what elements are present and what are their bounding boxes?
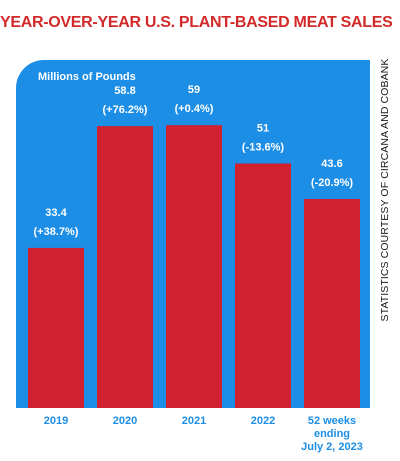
category-label-0: 2019 [44, 415, 68, 427]
bar-4 [304, 199, 360, 408]
bar-3 [235, 163, 291, 408]
category-label-4-line-0: 52 weeks [308, 415, 356, 427]
chart-title: YEAR-OVER-YEAR U.S. PLANT-BASED MEAT SAL… [0, 14, 393, 31]
change-label-4: (-20.9%) [311, 177, 354, 189]
bar-1 [97, 126, 153, 409]
change-label-3: (-13.6%) [242, 142, 285, 154]
value-label-1: 58.8 [114, 85, 135, 97]
change-label-1: (+76.2%) [103, 104, 148, 116]
y-axis-label: Millions of Pounds [38, 71, 136, 83]
category-label-2: 2021 [182, 415, 206, 427]
value-label-0: 33.4 [45, 207, 67, 219]
value-label-2: 59 [188, 84, 200, 96]
change-label-2: (+0.4%) [175, 103, 214, 115]
value-label-3: 51 [257, 123, 269, 135]
category-label-4-line-2: July 2, 2023 [301, 441, 363, 453]
bar-2 [166, 125, 222, 408]
change-label-0: (+38.7%) [34, 226, 79, 238]
category-label-3: 2022 [251, 415, 275, 427]
bar-0 [28, 247, 84, 408]
category-label-4-line-1: ending [314, 428, 350, 440]
category-label-1: 2020 [113, 415, 137, 427]
value-label-4: 43.6 [321, 158, 342, 170]
